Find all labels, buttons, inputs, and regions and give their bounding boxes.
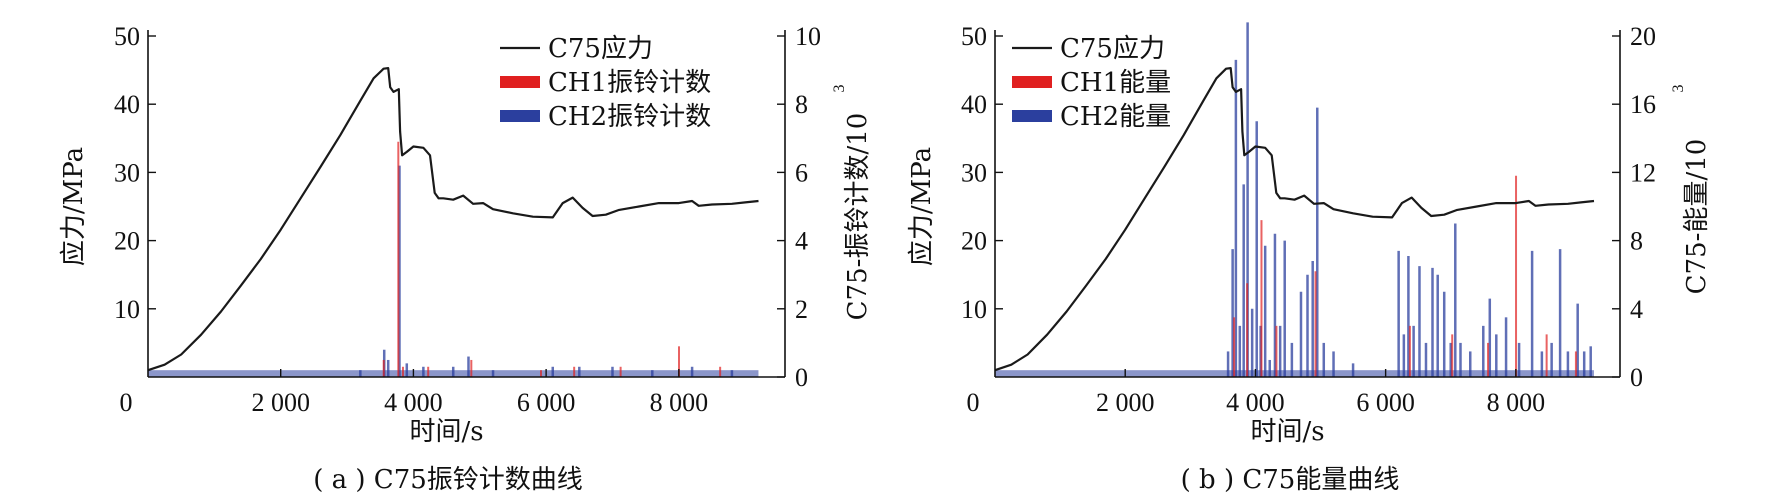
panel-b-y2-exponent: 3 xyxy=(1670,85,1687,93)
panel-a-legend-label: CH1振铃计数 xyxy=(548,68,711,98)
panel-a-y-tick-label: 20 xyxy=(114,227,140,256)
panel-b-x-tick-label: 0 xyxy=(967,388,980,417)
panel-b-legend-label: CH1能量 xyxy=(1060,68,1171,98)
panel-b-stress-line xyxy=(994,67,1595,372)
panel-a-y2-exponent: 3 xyxy=(831,85,848,93)
panel-a-y2-tick-label: 8 xyxy=(795,90,808,119)
panel-b-y2-tick-label: 12 xyxy=(1630,158,1656,187)
panel-b-y2-axis-label: C75-能量/10 xyxy=(1682,139,1712,295)
panel-a-x-tick-label: 8 000 xyxy=(650,388,709,417)
panel-a-y2-tick-label: 0 xyxy=(795,363,808,392)
panel-a-legend-box-swatch xyxy=(500,110,540,122)
panel-a-legend-label: CH2振铃计数 xyxy=(548,102,711,132)
panel-a-y-tick-label: 40 xyxy=(114,90,140,119)
panel-b-x-axis-label: 时间/s xyxy=(1250,417,1324,447)
panel-b-x-tick-label: 8 000 xyxy=(1487,388,1546,417)
panel-b-x-tick-label: 2 000 xyxy=(1096,388,1155,417)
panel-b-y2-tick-label: 0 xyxy=(1630,363,1643,392)
panel-b-ch2-baseline-noise xyxy=(995,370,1594,377)
panel-b-y-tick-label: 10 xyxy=(961,295,987,324)
panel-a-y2-axis-label: C75-振铃计数/10 xyxy=(843,113,873,321)
panel-b-group: 0 2 000 4 000 6 000 8 000 10 20 30 40 50 0 4 8 12 16 20… xyxy=(907,22,1712,495)
panel-a-x-tick-label: 4 000 xyxy=(384,388,443,417)
panel-b-y2-tick-label: 4 xyxy=(1630,295,1643,324)
panel-b-y2-tick-label: 16 xyxy=(1630,90,1656,119)
panel-b-legend-label: C75应力 xyxy=(1060,34,1165,64)
panel-a-caption: ( a ) C75振铃计数曲线 xyxy=(313,465,583,495)
panel-a-y-tick-label: 50 xyxy=(114,22,140,51)
panel-b-y-tick-label: 50 xyxy=(961,22,987,51)
panel-a-legend-label: C75应力 xyxy=(548,34,653,64)
panel-a-y2-tick-label: 2 xyxy=(795,295,808,324)
panel-a-group: 0 2 000 4 000 6 000 8 000 10 20 30 40 50 0 2 4 6 8 10 时间… xyxy=(59,22,873,495)
panel-b-y2-tick-label: 8 xyxy=(1630,227,1643,256)
panel-b-legend-label: CH2能量 xyxy=(1060,102,1171,132)
panel-b-y2-tick-label: 20 xyxy=(1630,22,1656,51)
panel-b-y-axis-label: 应力/MPa xyxy=(907,147,937,266)
panel-b-x-tick-label: 6 000 xyxy=(1356,388,1415,417)
panel-b-x-tick-label: 4 000 xyxy=(1226,388,1285,417)
panel-a-y-axis-label: 应力/MPa xyxy=(59,147,89,266)
panel-a-legend-box-swatch xyxy=(500,76,540,88)
panel-b-legend-box-swatch xyxy=(1012,76,1052,88)
panel-a-y-tick-label: 10 xyxy=(114,295,140,324)
panel-a-x-axis-label: 时间/s xyxy=(409,417,483,447)
panel-a-y2-tick-label: 4 xyxy=(795,227,808,256)
panel-b-legend-box-swatch xyxy=(1012,110,1052,122)
panel-b-caption: ( b ) C75能量曲线 xyxy=(1181,465,1400,495)
panel-a-y-tick-label: 30 xyxy=(114,158,140,187)
panel-b-y-tick-label: 20 xyxy=(961,227,987,256)
panel-a-y2-tick-label: 6 xyxy=(795,158,808,187)
panel-b-y-tick-label: 40 xyxy=(961,90,987,119)
panel-b-y-tick-label: 30 xyxy=(961,158,987,187)
panel-a-x-tick-label: 6 000 xyxy=(517,388,576,417)
panel-a-stress-line xyxy=(147,67,759,372)
panel-a-x-tick-label: 0 xyxy=(120,388,133,417)
panel-a-y2-tick-label: 10 xyxy=(795,22,821,51)
panel-a-x-tick-label: 2 000 xyxy=(251,388,310,417)
